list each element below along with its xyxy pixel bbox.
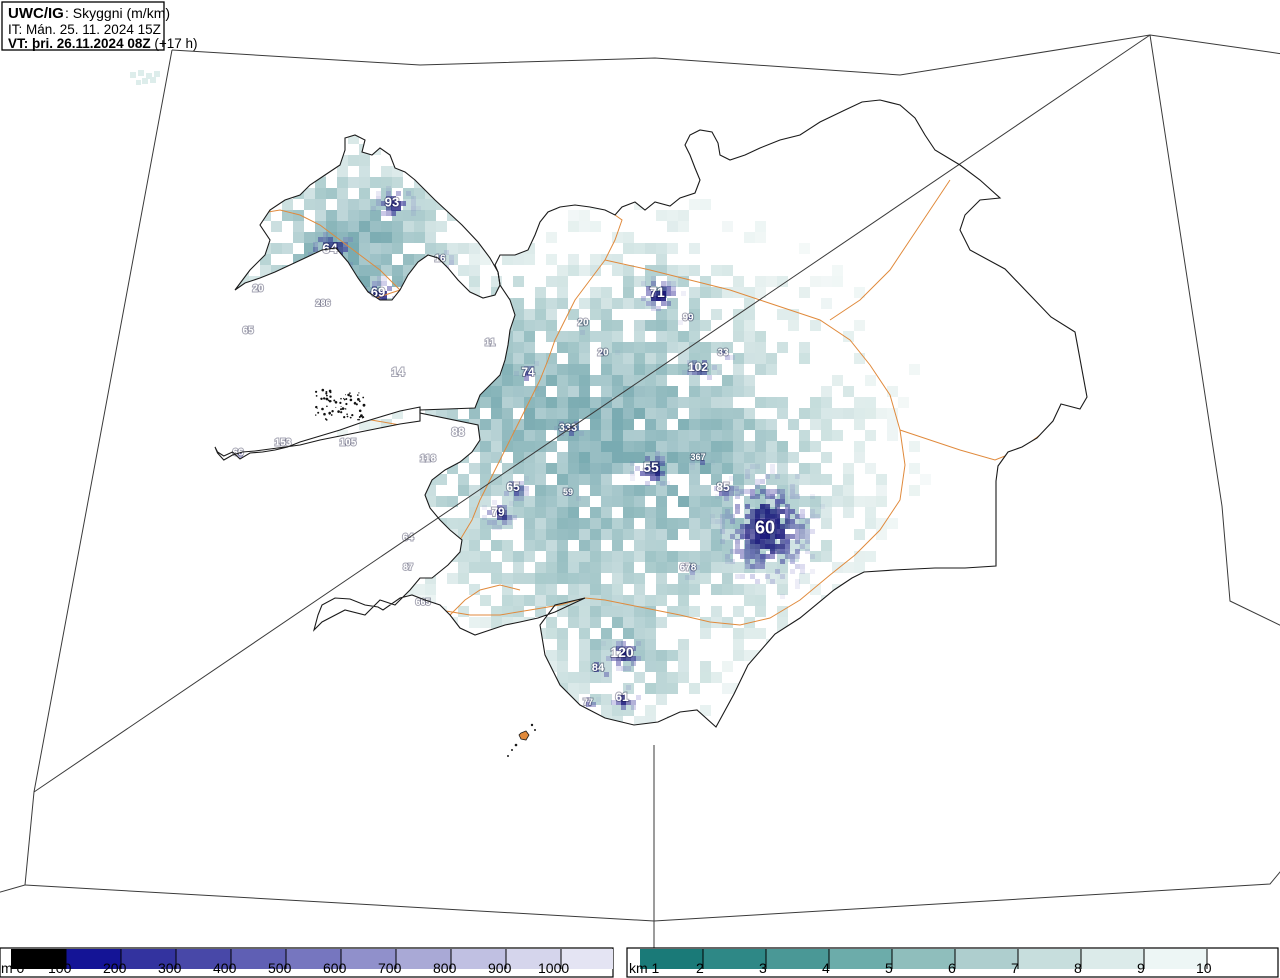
svg-text:59: 59 — [563, 487, 573, 497]
svg-text:2: 2 — [696, 960, 704, 976]
svg-text:14: 14 — [391, 365, 405, 379]
svg-text:69: 69 — [371, 285, 385, 300]
svg-text:99: 99 — [682, 313, 694, 324]
svg-text:85: 85 — [716, 480, 730, 494]
svg-text:286: 286 — [315, 298, 330, 308]
svg-text:118: 118 — [420, 454, 437, 465]
svg-text:88: 88 — [451, 425, 465, 439]
svg-text:33: 33 — [717, 348, 729, 359]
svg-text:100: 100 — [48, 960, 72, 976]
svg-text:700: 700 — [378, 960, 402, 976]
svg-text:: Skyggni (m/km): : Skyggni (m/km) — [65, 5, 170, 21]
svg-text:9: 9 — [1137, 960, 1145, 976]
svg-text:20: 20 — [252, 284, 264, 295]
svg-text:60: 60 — [755, 517, 775, 537]
svg-text:8: 8 — [1074, 960, 1082, 976]
svg-text:500: 500 — [268, 960, 292, 976]
svg-text:87: 87 — [403, 562, 413, 572]
svg-text:84: 84 — [592, 662, 605, 674]
svg-text:10: 10 — [1196, 960, 1212, 976]
svg-text:93: 93 — [385, 195, 399, 210]
svg-text:UWC/IG: UWC/IG — [8, 5, 64, 22]
svg-text:16: 16 — [434, 254, 446, 265]
svg-text:3: 3 — [759, 960, 767, 976]
svg-text:79: 79 — [491, 505, 505, 519]
svg-text:VT: þri. 26.11.2024 08Z (+17 h: VT: þri. 26.11.2024 08Z (+17 h) — [8, 36, 198, 51]
svg-text:800: 800 — [433, 960, 457, 976]
svg-text:71: 71 — [649, 284, 665, 300]
svg-text:5: 5 — [885, 960, 893, 976]
svg-text:65: 65 — [242, 326, 254, 337]
svg-text:1000: 1000 — [538, 960, 569, 976]
svg-text:55: 55 — [643, 459, 659, 475]
svg-text:6: 6 — [948, 960, 956, 976]
svg-text:4: 4 — [822, 960, 830, 976]
svg-text:600: 600 — [323, 960, 347, 976]
svg-text:200: 200 — [103, 960, 127, 976]
svg-text:665: 665 — [415, 597, 430, 607]
svg-text:61: 61 — [615, 690, 629, 704]
svg-text:105: 105 — [340, 438, 357, 449]
svg-text:km 1: km 1 — [629, 960, 660, 976]
svg-text:102: 102 — [688, 360, 708, 374]
svg-text:20: 20 — [597, 348, 609, 359]
svg-text:65: 65 — [506, 480, 520, 494]
svg-text:IT: Mán. 25. 11. 2024 15Z: IT: Mán. 25. 11. 2024 15Z — [8, 22, 161, 37]
svg-text:m 0: m 0 — [1, 960, 25, 976]
svg-text:300: 300 — [158, 960, 182, 976]
svg-text:77: 77 — [583, 697, 593, 707]
svg-text:74: 74 — [521, 365, 535, 379]
svg-text:7: 7 — [1011, 960, 1019, 976]
svg-text:400: 400 — [213, 960, 237, 976]
svg-text:11: 11 — [485, 338, 496, 349]
svg-text:367: 367 — [690, 452, 705, 462]
svg-text:120: 120 — [610, 644, 634, 660]
svg-text:333: 333 — [559, 422, 577, 434]
svg-text:678: 678 — [680, 563, 697, 574]
svg-text:900: 900 — [488, 960, 512, 976]
svg-text:20: 20 — [577, 318, 589, 329]
